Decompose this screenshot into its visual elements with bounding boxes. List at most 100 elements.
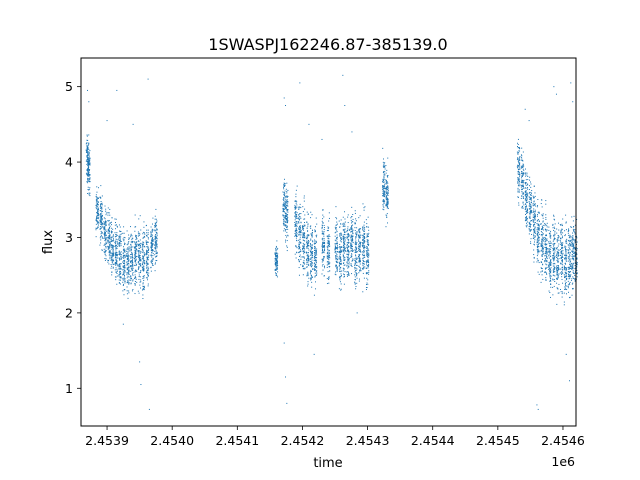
- data-point: [556, 267, 558, 269]
- data-point: [103, 226, 105, 228]
- data-point: [146, 261, 147, 263]
- data-point: [546, 249, 548, 251]
- data-point: [284, 215, 286, 217]
- data-point: [344, 264, 346, 266]
- data-point: [352, 235, 354, 237]
- data-point: [542, 264, 544, 266]
- data-point: [120, 258, 122, 260]
- data-point: [103, 223, 105, 225]
- data-point: [335, 265, 337, 267]
- data-point: [532, 219, 534, 221]
- data-point: [526, 217, 528, 219]
- data-point: [545, 251, 547, 253]
- data-point: [383, 191, 385, 193]
- data-point: [86, 155, 88, 157]
- data-point: [346, 230, 348, 232]
- data-point: [296, 230, 298, 232]
- data-point: [88, 175, 90, 177]
- data-point: [155, 243, 157, 245]
- data-point: [362, 246, 364, 248]
- data-point: [567, 266, 569, 268]
- data-point: [518, 168, 520, 170]
- data-point: [101, 232, 103, 234]
- data-point: [359, 237, 361, 239]
- data-point: [127, 254, 129, 256]
- data-point: [350, 222, 352, 224]
- data-point: [522, 160, 524, 162]
- data-point: [382, 195, 384, 197]
- data-point: [150, 232, 152, 234]
- data-point: [347, 214, 349, 216]
- data-point: [367, 239, 369, 241]
- data-point: [350, 244, 352, 246]
- data-point: [533, 211, 535, 213]
- data-point: [548, 254, 550, 256]
- data-point: [104, 231, 106, 233]
- data-point: [151, 251, 153, 253]
- data-point: [569, 264, 571, 266]
- data-point: [344, 257, 346, 259]
- data-point: [557, 277, 559, 279]
- data-point: [354, 282, 356, 284]
- data-point: [358, 228, 360, 230]
- data-point: [533, 249, 535, 251]
- data-point: [354, 241, 356, 243]
- data-point: [537, 211, 539, 213]
- data-point: [536, 249, 538, 251]
- data-point: [553, 262, 555, 264]
- data-point: [298, 259, 300, 261]
- data-point: [101, 224, 103, 226]
- data-point: [87, 154, 89, 156]
- data-point: [322, 237, 324, 239]
- data-point: [341, 251, 343, 253]
- data-point: [568, 256, 570, 258]
- data-point: [137, 253, 139, 255]
- data-point: [335, 256, 337, 258]
- data-point: [100, 205, 102, 207]
- data-point: [108, 247, 110, 249]
- data-point: [98, 207, 100, 209]
- data-point: [525, 182, 527, 184]
- data-point: [130, 282, 132, 284]
- data-point: [122, 266, 124, 268]
- data-point: [533, 220, 535, 222]
- data-point: [383, 175, 385, 177]
- data-point: [114, 262, 116, 264]
- data-point: [525, 193, 527, 195]
- data-point: [104, 239, 106, 241]
- data-point: [560, 253, 562, 255]
- data-point: [384, 194, 386, 196]
- data-point: [572, 248, 574, 250]
- data-point: [111, 256, 113, 258]
- data-point: [118, 224, 120, 226]
- data-point: [521, 195, 523, 197]
- data-point: [152, 263, 154, 265]
- data-point: [571, 250, 573, 252]
- data-point: [285, 205, 287, 207]
- data-point: [131, 260, 133, 262]
- data-point: [136, 241, 138, 243]
- data-point: [549, 240, 551, 242]
- data-point: [310, 257, 312, 259]
- data-point: [538, 246, 540, 248]
- data-point: [307, 264, 309, 266]
- data-point: [300, 225, 302, 227]
- data-point: [103, 227, 105, 229]
- data-point: [306, 243, 308, 245]
- data-point: [556, 239, 558, 241]
- data-point: [533, 234, 535, 236]
- data-point: [344, 223, 346, 225]
- data-point: [557, 265, 559, 267]
- data-point: [338, 258, 340, 260]
- data-point: [110, 247, 112, 249]
- data-point: [323, 229, 325, 231]
- data-point: [88, 165, 90, 167]
- data-point: [148, 248, 150, 250]
- data-point: [352, 250, 354, 252]
- data-point: [537, 227, 539, 229]
- data-point: [541, 239, 543, 241]
- data-point: [95, 223, 97, 225]
- data-point: [87, 180, 89, 182]
- data-point: [560, 251, 562, 253]
- data-point: [116, 247, 118, 249]
